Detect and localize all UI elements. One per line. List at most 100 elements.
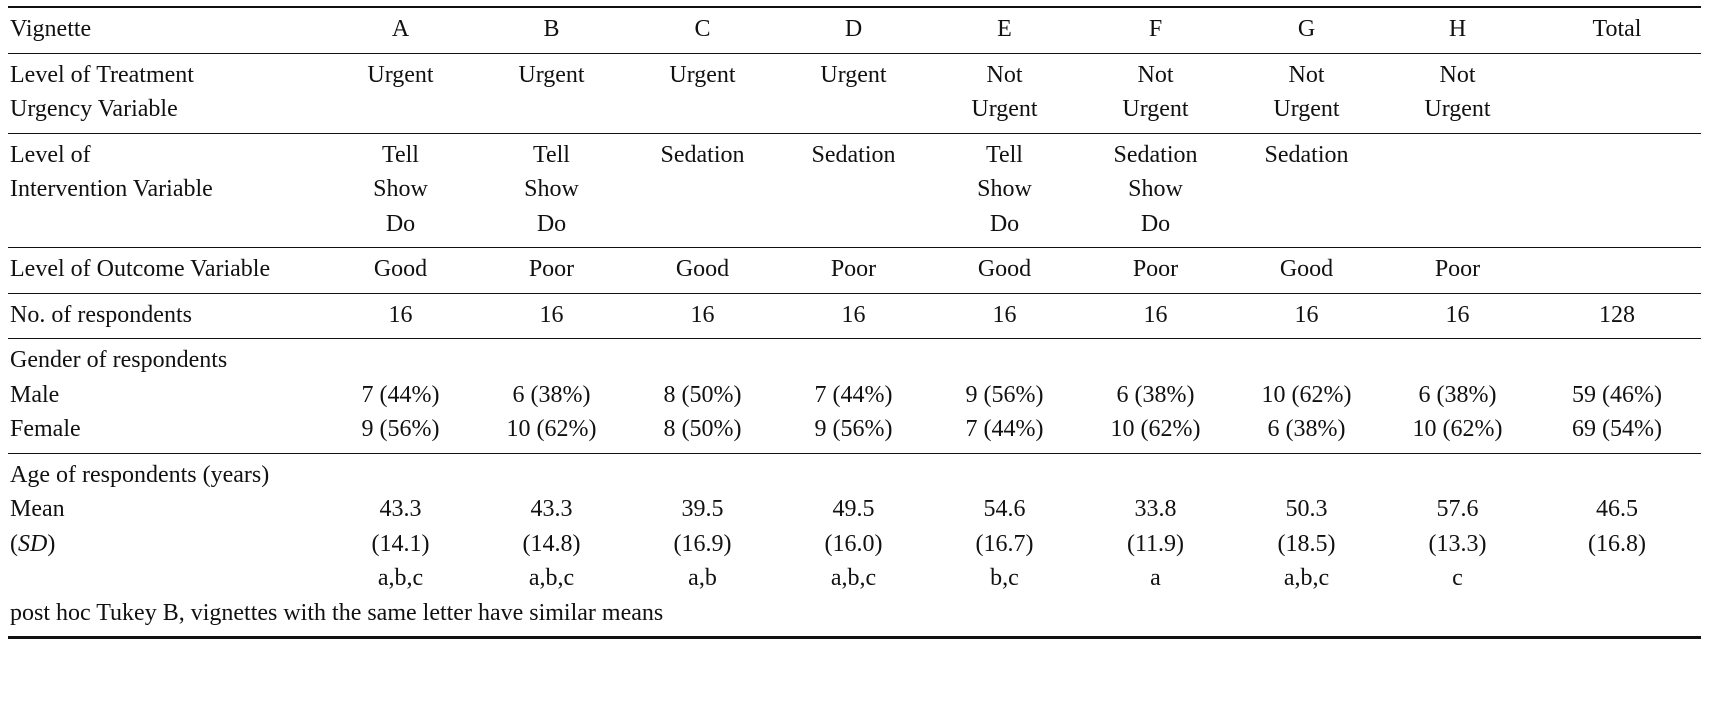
- tukey-group: b,c: [990, 565, 1019, 591]
- cell-line: Urgent: [669, 61, 736, 88]
- gender-cell-h: 6 (38%) 10 (62%): [1382, 338, 1533, 453]
- sd-value: (16.7): [975, 530, 1034, 557]
- footnote-row: post hoc Tukey B, vignettes with the sam…: [8, 596, 1701, 637]
- respondents-cell-total: 128: [1533, 292, 1701, 339]
- column-header-total: Total: [1533, 6, 1701, 53]
- cell-line: Sedation: [811, 141, 896, 168]
- outcome-row: Level of Outcome Variable Good Poor Good…: [8, 247, 1701, 293]
- gender-cell-total: 59 (46%) 69 (54%): [1533, 338, 1701, 453]
- age-cell-a: 43.3 (14.1) a,b,c: [325, 452, 476, 596]
- male-value: 9 (56%): [965, 381, 1044, 408]
- cell-line: Show: [373, 176, 428, 202]
- gender-cell-e: 9 (56%) 7 (44%): [929, 338, 1080, 453]
- respondents-label: No. of respondents: [8, 292, 325, 339]
- gender-cell-d: 7 (44%) 9 (56%): [778, 338, 929, 453]
- outcome-cell-h: Poor: [1382, 247, 1533, 293]
- age-cell-e: 54.6 (16.7) b,c: [929, 452, 1080, 596]
- age-row: Age of respondents (years) Mean (SD) 43.…: [8, 452, 1701, 596]
- urgency-cell-d: Urgent: [778, 52, 929, 133]
- urgency-cell-g: Not Urgent: [1231, 52, 1382, 133]
- column-header-c: C: [627, 6, 778, 53]
- respondents-row: No. of respondents 16 16 16 16 16 16 16 …: [8, 292, 1701, 339]
- male-label: Male: [10, 381, 60, 408]
- female-value: 10 (62%): [1110, 416, 1201, 442]
- sd-value: (13.3): [1428, 530, 1487, 557]
- cell-line: Urgent: [1273, 96, 1340, 122]
- intervention-cell-d: Sedation: [778, 132, 929, 248]
- cell-line: Tell: [533, 141, 570, 168]
- tukey-group: a,b,c: [377, 565, 424, 591]
- outcome-cell-total: [1533, 247, 1701, 293]
- urgency-label-line: Urgency Variable: [10, 96, 178, 122]
- cell-line: Show: [524, 176, 579, 202]
- female-value: 9 (56%): [361, 416, 440, 442]
- outcome-cell-a: Good: [325, 247, 476, 293]
- urgency-label-line: Level of Treatment: [10, 61, 194, 88]
- sd-value: (16.0): [824, 530, 883, 557]
- sd-label: (SD): [10, 530, 56, 557]
- outcome-cell-c: Good: [627, 247, 778, 293]
- male-value: 7 (44%): [814, 381, 893, 408]
- cell-line: Urgent: [1122, 96, 1189, 122]
- mean-label: Mean: [10, 496, 65, 522]
- intervention-cell-g: Sedation: [1231, 132, 1382, 248]
- age-cell-total: 46.5 (16.8): [1533, 452, 1701, 596]
- female-value: 10 (62%): [1412, 416, 1503, 442]
- gender-cell-g: 10 (62%) 6 (38%): [1231, 338, 1382, 453]
- sd-value: (16.9): [673, 530, 732, 557]
- cell-line: Sedation: [660, 141, 745, 168]
- female-label: Female: [10, 416, 81, 442]
- male-value: 6 (38%): [1418, 381, 1497, 408]
- gender-cell-b: 6 (38%) 10 (62%): [476, 338, 627, 453]
- female-value: 69 (54%): [1572, 416, 1662, 442]
- footnote: post hoc Tukey B, vignettes with the sam…: [10, 599, 664, 626]
- cell-line: Not: [1288, 61, 1325, 88]
- male-value: 6 (38%): [1116, 381, 1195, 408]
- outcome-label: Level of Outcome Variable: [8, 247, 325, 293]
- male-value: 7 (44%): [361, 381, 440, 408]
- vignette-table: Vignette A B C D E F G H Total Level of …: [8, 6, 1701, 636]
- outcome-cell-g: Good: [1231, 247, 1382, 293]
- urgency-cell-f: Not Urgent: [1080, 52, 1231, 133]
- mean-value: 43.3: [530, 496, 573, 522]
- intervention-label-line: Intervention Variable: [10, 176, 213, 202]
- respondents-cell-a: 16: [325, 292, 476, 339]
- mean-value: 49.5: [832, 496, 875, 522]
- urgency-cell-c: Urgent: [627, 52, 778, 133]
- intervention-row: Level of Intervention Variable Tell Show…: [8, 132, 1701, 248]
- column-header-d: D: [778, 6, 929, 53]
- outcome-cell-f: Poor: [1080, 247, 1231, 293]
- urgency-label: Level of Treatment Urgency Variable: [8, 52, 325, 133]
- cell-line: Tell: [986, 141, 1023, 168]
- intervention-cell-e: Tell Show Do: [929, 132, 1080, 248]
- cell-line: Not: [986, 61, 1023, 88]
- male-value: 59 (46%): [1572, 381, 1662, 408]
- cell-line: Show: [977, 176, 1032, 202]
- outcome-cell-d: Poor: [778, 247, 929, 293]
- intervention-cell-b: Tell Show Do: [476, 132, 627, 248]
- cell-line: Sedation: [1113, 141, 1198, 168]
- gender-cell-c: 8 (50%) 8 (50%): [627, 338, 778, 453]
- column-header-b: B: [476, 6, 627, 53]
- tukey-group: a,b,c: [528, 565, 575, 591]
- age-cell-d: 49.5 (16.0) a,b,c: [778, 452, 929, 596]
- header-label: Vignette: [8, 6, 325, 53]
- mean-value: 33.8: [1134, 496, 1177, 522]
- cell-line: Do: [385, 210, 416, 237]
- mean-value: 50.3: [1285, 496, 1328, 522]
- mean-value: 54.6: [983, 496, 1026, 522]
- female-value: 6 (38%): [1267, 416, 1346, 442]
- gender-heading: Gender of respondents: [10, 347, 228, 373]
- urgency-cell-total: [1533, 52, 1701, 133]
- age-cell-c: 39.5 (16.9) a,b: [627, 452, 778, 596]
- mean-value: 57.6: [1436, 496, 1479, 522]
- cell-line: Not: [1137, 61, 1174, 88]
- respondents-cell-d: 16: [778, 292, 929, 339]
- respondents-cell-c: 16: [627, 292, 778, 339]
- intervention-label: Level of Intervention Variable: [8, 132, 325, 248]
- male-value: 10 (62%): [1261, 381, 1352, 408]
- intervention-label-line: Level of: [10, 141, 91, 168]
- gender-cell-a: 7 (44%) 9 (56%): [325, 338, 476, 453]
- cell-line: Urgent: [518, 61, 585, 88]
- sd-value: (18.5): [1277, 530, 1336, 557]
